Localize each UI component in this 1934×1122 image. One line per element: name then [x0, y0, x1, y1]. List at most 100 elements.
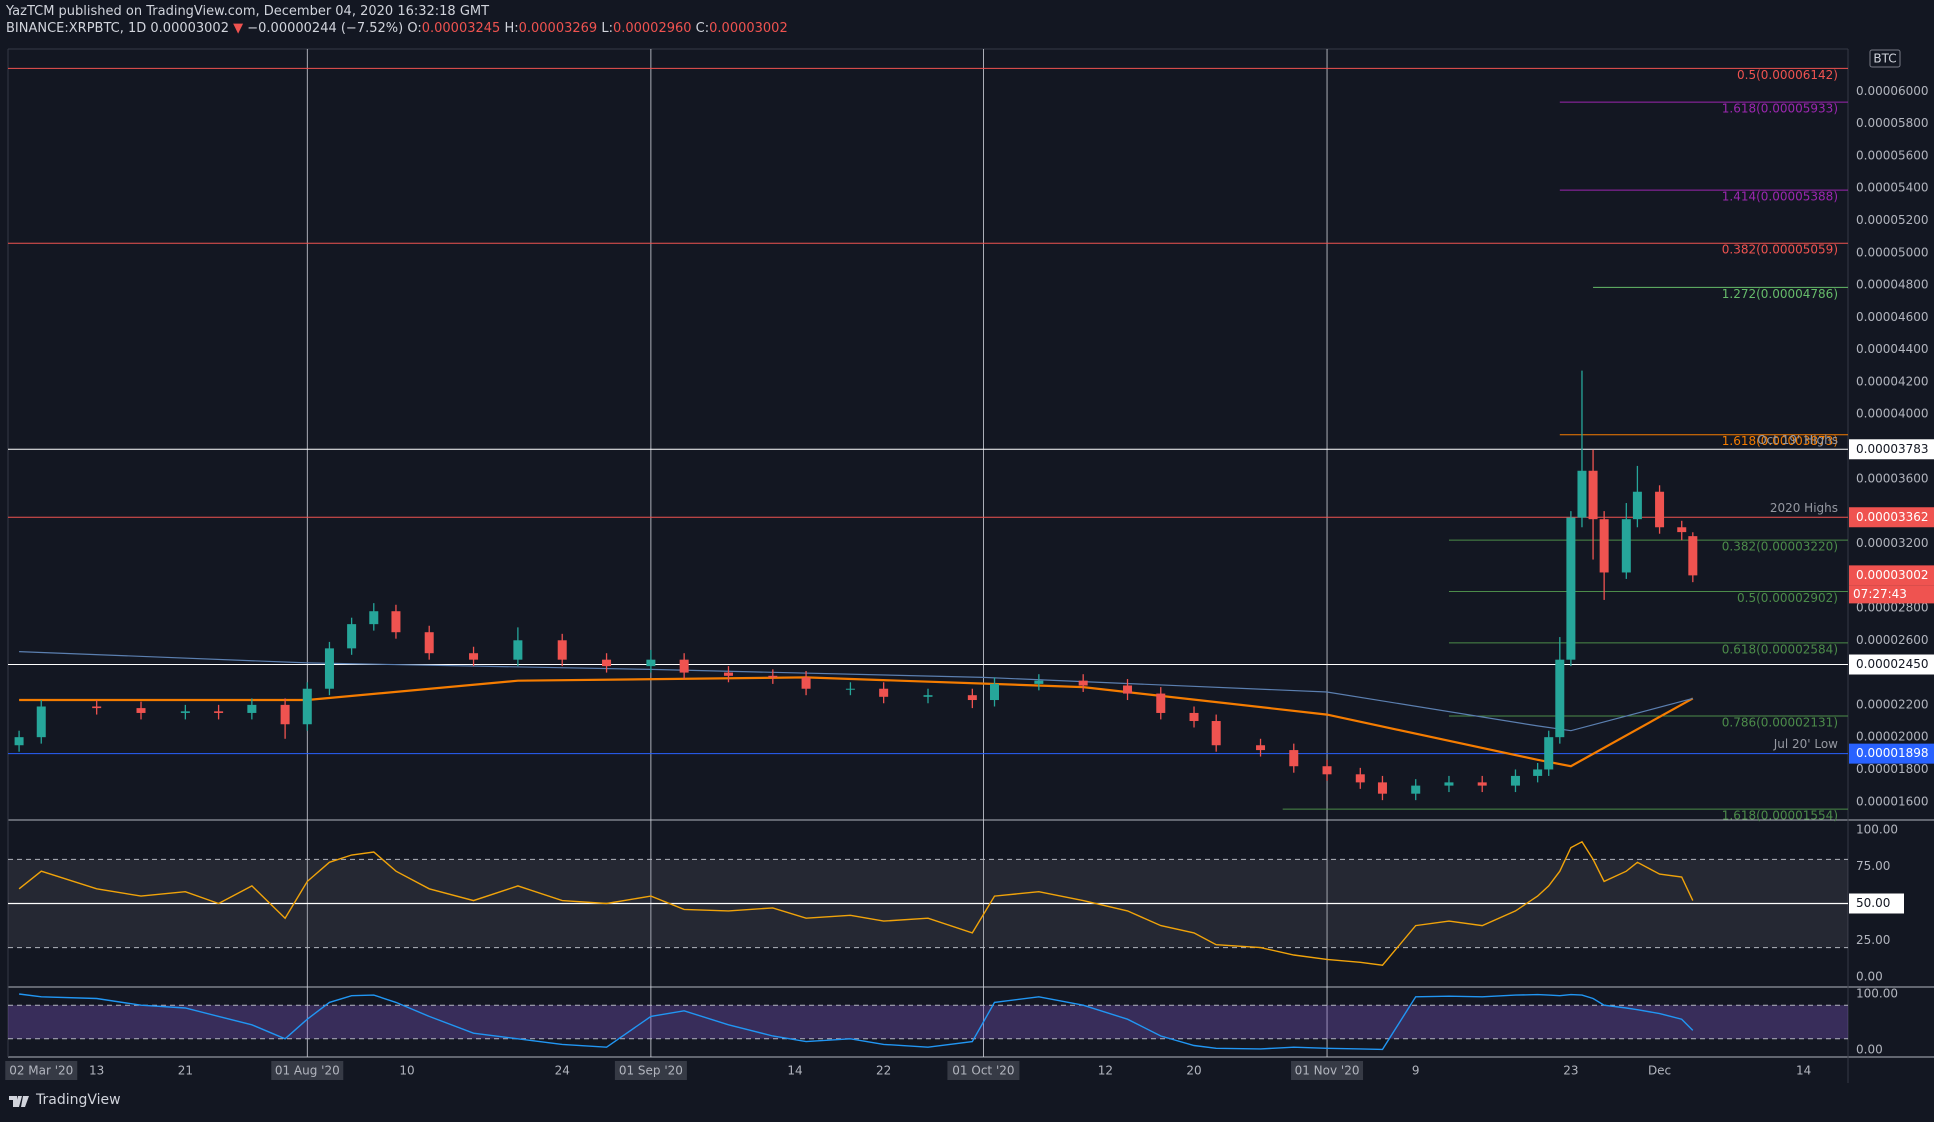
y-tick-label: 0.00005600	[1856, 148, 1929, 162]
candle-body	[14, 737, 24, 746]
candle-body	[768, 675, 778, 678]
candle-body	[923, 695, 933, 697]
low: 0.00002960	[612, 21, 692, 36]
l-label: L:	[601, 21, 613, 36]
candle-body	[602, 659, 612, 667]
series-line	[19, 993, 1694, 1051]
timer-label: 07:27:43	[1853, 587, 1907, 601]
candle-body	[679, 659, 689, 673]
footer: TradingView	[8, 1092, 121, 1108]
moving-average	[19, 651, 1693, 732]
y-tick-label: 0.00004600	[1856, 310, 1929, 324]
candle-body	[1588, 470, 1598, 520]
candle-body	[1599, 519, 1609, 573]
candle-body	[347, 624, 357, 649]
candle-body	[1688, 536, 1698, 576]
h-label: H:	[504, 21, 519, 36]
candle-body	[1655, 491, 1665, 528]
candle-body	[1211, 721, 1221, 746]
x-tick-box	[614, 1061, 687, 1080]
x-tick-label: 21	[178, 1064, 193, 1078]
x-tick-label: Dec	[1648, 1064, 1671, 1078]
price-box-label: 0.00003362	[1856, 510, 1929, 524]
level-label: 0.786(0.00002131)	[1722, 716, 1838, 730]
y-tick-label: 50.00	[1856, 896, 1890, 910]
candle-body	[1632, 491, 1642, 520]
candle-body	[391, 611, 401, 633]
series-line	[18, 840, 1694, 966]
x-tick-box	[947, 1061, 1020, 1080]
candle-body	[513, 640, 523, 660]
brand: TradingView	[36, 1092, 121, 1108]
o-label: O:	[407, 21, 422, 36]
y-tick-label: 0.00004200	[1856, 374, 1929, 388]
level-label: 0.618(0.00002584)	[1722, 642, 1838, 656]
y-tick-label: 0.00002800	[1856, 600, 1929, 614]
close: 0.00003002	[709, 21, 788, 36]
candle-body	[1411, 785, 1421, 794]
unit-label: BTC	[1873, 52, 1896, 66]
y-tick-box	[1849, 893, 1904, 914]
candle-body	[1566, 517, 1576, 660]
high: 0.00003269	[518, 21, 598, 36]
candle-body	[1156, 693, 1166, 713]
plot-bg	[8, 49, 1848, 1057]
candle-body	[990, 683, 1000, 701]
candle-body	[1355, 774, 1365, 783]
y-tick-label: 100.00	[1856, 987, 1898, 1001]
y-tick-label: 25.00	[1856, 933, 1890, 947]
level-label: 1.618(0.00005933)	[1722, 102, 1838, 116]
y-tick-label: 0.00003600	[1856, 471, 1929, 485]
y-tick-label: 0.00004800	[1856, 278, 1929, 292]
x-tick-label: 22	[876, 1064, 891, 1078]
x-tick-label: 01 Oct '20	[952, 1064, 1014, 1078]
x-tick-label: 01 Sep '20	[619, 1064, 683, 1078]
y-tick-label: 100.00	[1856, 822, 1898, 836]
candle-body	[1544, 737, 1554, 770]
price-box-label: 0.00001898	[1856, 746, 1929, 760]
x-tick-label: 24	[555, 1064, 570, 1078]
level-label: 1.414(0.00005388)	[1722, 190, 1838, 204]
x-tick-label: 13	[89, 1064, 104, 1078]
band	[8, 1005, 1848, 1039]
last-price-label: 0.00003002	[1856, 568, 1929, 582]
x-tick-label: 14	[787, 1064, 802, 1078]
candle-body	[845, 688, 855, 690]
y-tick-label: 0.00	[1856, 970, 1883, 984]
candle-body	[136, 708, 146, 713]
symbol-line: BINANCE:XRPBTC, 1D 0.00003002 ▼ −0.00000…	[6, 20, 788, 37]
symbol: BINANCE:XRPBTC, 1D	[6, 21, 147, 36]
y-tick-label: 0.00001600	[1856, 794, 1929, 808]
x-tick-label: 12	[1098, 1064, 1113, 1078]
price-box	[1849, 654, 1934, 675]
candle-body	[1533, 769, 1543, 776]
candle-body	[1377, 782, 1387, 794]
candle-body	[1078, 680, 1088, 686]
level-label: 0.382(0.00003220)	[1722, 540, 1838, 554]
candle-body	[1123, 685, 1133, 694]
candle-body	[369, 611, 379, 625]
candle-body	[424, 632, 434, 654]
candle-body	[967, 695, 977, 701]
candle-body	[1510, 775, 1520, 786]
candle-body	[1034, 680, 1044, 684]
change-arrow: ▼	[233, 21, 244, 36]
price-box	[1849, 439, 1934, 460]
unit-box	[1869, 49, 1901, 68]
y-tick-label: 0.00005400	[1856, 181, 1929, 195]
last-price-box	[1849, 565, 1934, 586]
candle-body	[214, 711, 224, 713]
logo	[9, 1096, 29, 1107]
price-box-label: 0.00002450	[1856, 657, 1929, 671]
level-label: 1.618(0.00001554)	[1722, 809, 1838, 823]
candle-body	[92, 706, 102, 709]
y-tick-label: 0.00006000	[1856, 84, 1929, 98]
candle-body	[1477, 782, 1487, 786]
candle-body	[1322, 766, 1332, 775]
price-box	[1849, 743, 1934, 764]
candle-body	[1577, 470, 1587, 518]
y-tick-label: 0.00002600	[1856, 633, 1929, 647]
x-tick-box	[5, 1061, 78, 1080]
